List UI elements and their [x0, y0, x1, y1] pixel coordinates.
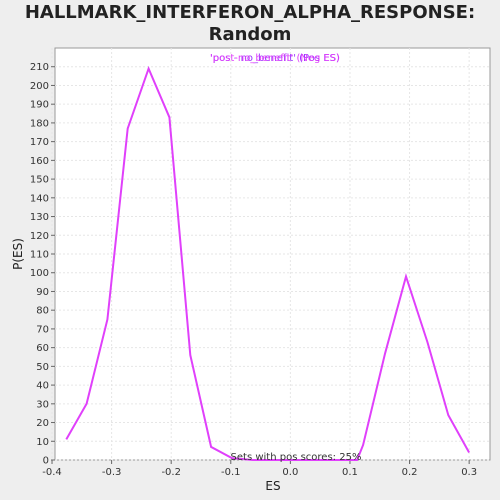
y-tick-label: 0 [43, 456, 49, 467]
x-tick-label: -0.1 [221, 467, 241, 478]
y-tick-label: 170 [30, 137, 49, 148]
y-tick-label: 40 [36, 381, 49, 392]
annotation-pos-scores: Sets with pos scores: 25% [231, 452, 362, 463]
y-tick-label: 50 [36, 362, 49, 373]
y-tick-label: 10 [36, 437, 49, 448]
y-tick-label: 60 [36, 343, 49, 354]
y-tick-label: 190 [30, 100, 49, 111]
y-tick-label: 20 [36, 418, 49, 429]
x-tick-label: 0.1 [342, 467, 358, 478]
y-tick-label: 150 [30, 175, 49, 186]
y-tick-label: 180 [30, 118, 49, 129]
x-tick-label: -0.3 [102, 467, 122, 478]
x-tick-label: 0.2 [402, 467, 418, 478]
y-tick-label: 30 [36, 399, 49, 410]
y-axis: 0 10 20 30 40 50 60 70 80 90 100 110 120 130 140 150 160… [30, 62, 55, 467]
y-tick-label: 70 [36, 324, 49, 335]
y-tick-label: 160 [30, 156, 49, 167]
y-tick-label: 200 [30, 81, 49, 92]
y-tick-label: 140 [30, 193, 49, 204]
y-tick-label: 100 [30, 268, 49, 279]
x-tick-label: 0.3 [461, 467, 477, 478]
x-tick-label: -0.4 [42, 467, 62, 478]
y-tick-label: 210 [30, 62, 49, 73]
legend-entry-neg: 'post-no_benefit' (Neg ES) [210, 53, 340, 64]
y-tick-label: 120 [30, 231, 49, 242]
x-axis: -0.4 -0.3 -0.2 -0.1 0.0 0.1 0.2 0.3 [42, 460, 477, 478]
y-tick-label: 130 [30, 212, 49, 223]
x-tick-label: 0.0 [282, 467, 298, 478]
y-tick-label: 90 [36, 287, 49, 298]
y-tick-label: 80 [36, 306, 49, 317]
series-line [65, 65, 470, 461]
legend: 'pos - no_benefit' (Pos ES) 'post-no_ben… [210, 53, 340, 64]
x-axis-label: ES [265, 479, 280, 493]
y-tick-label: 110 [30, 250, 49, 261]
legend-entry-pos: 'pos - no_benefit' (Pos ES) [210, 53, 340, 64]
x-tick-label: -0.2 [161, 467, 181, 478]
chart-title-line1: HALLMARK_INTERFERON_ALPHA_RESPONSE: Rand… [24, 2, 476, 45]
y-axis-label: P(ES) [11, 238, 25, 270]
